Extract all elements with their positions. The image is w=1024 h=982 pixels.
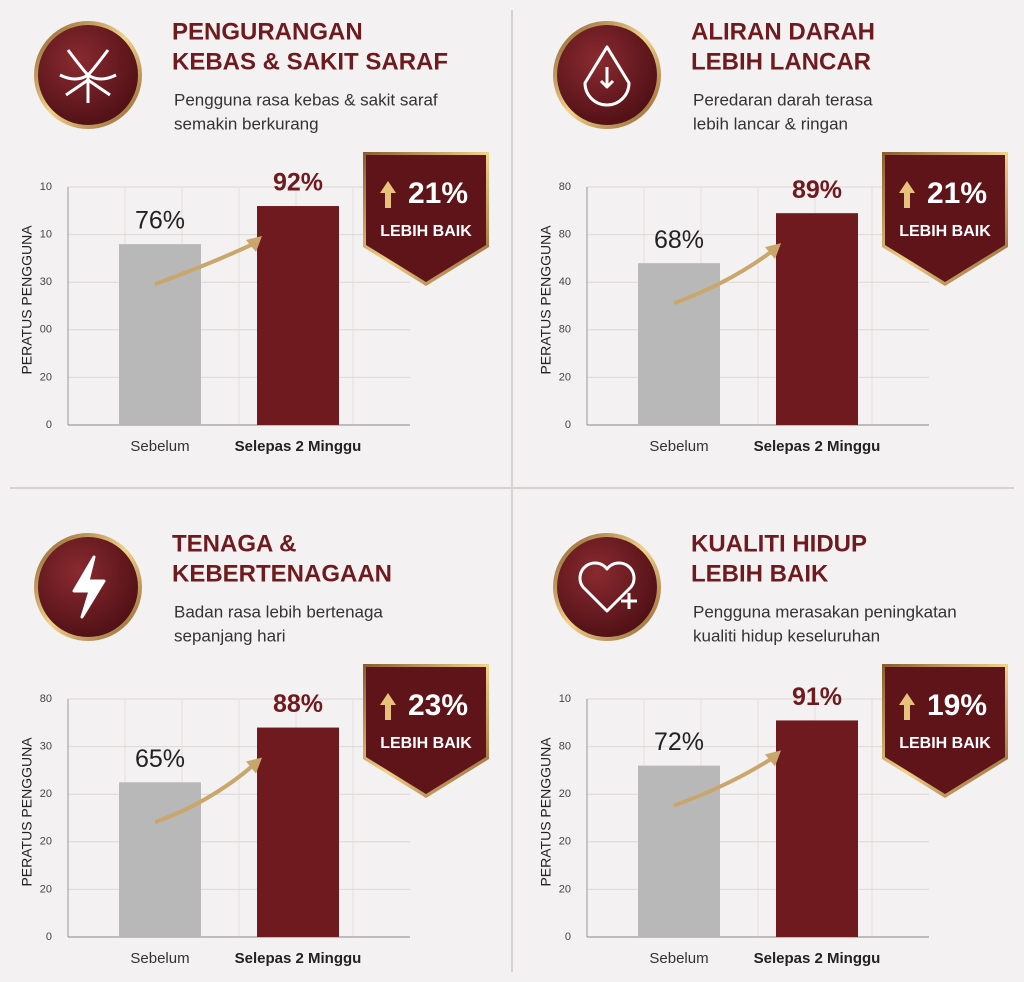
panel-title: TENAGA & <box>172 530 296 557</box>
panel-subtitle: semakin berkurang <box>174 114 319 133</box>
y-tick-label: 10 <box>40 229 52 241</box>
y-tick-label: 10 <box>40 181 52 193</box>
y-tick-label: 40 <box>559 276 571 288</box>
y-tick-label: 30 <box>40 276 52 288</box>
panel-subtitle: sepanjang hari <box>174 626 286 645</box>
trend-arrowhead <box>765 243 781 260</box>
icon-disc <box>557 537 657 637</box>
y-tick-label: 80 <box>559 181 571 193</box>
trend-arrow <box>673 756 774 808</box>
y-tick-label: 20 <box>559 371 571 383</box>
panel-title: KEBERTENAGAAN <box>172 560 392 587</box>
value-label: 91% <box>792 683 842 711</box>
y-axis-label: PERATUS PENGGUNA <box>19 225 35 375</box>
trend-arrowhead <box>246 236 262 253</box>
y-tick-label: 20 <box>40 836 52 848</box>
y-tick-label: 0 <box>565 931 571 943</box>
panel-subtitle: Peredaran darah terasa <box>693 90 873 109</box>
panel-title: ALIRAN DARAH <box>691 18 875 45</box>
y-axis-label: PERATUS PENGGUNA <box>19 737 35 887</box>
badge-value: 21% <box>408 177 468 210</box>
panel-subtitle: Badan rasa lebih bertenaga <box>174 602 383 621</box>
value-label: 65% <box>135 745 185 773</box>
panel-title: PENGURANGAN <box>172 18 363 45</box>
badge <box>885 155 1005 282</box>
badge-up-arrow <box>899 181 915 208</box>
badge-label: LEBIH BAIK <box>899 223 991 240</box>
badge-up-arrow <box>899 693 915 720</box>
bar <box>119 244 201 425</box>
badge-label: LEBIH BAIK <box>380 735 472 752</box>
y-tick-label: 0 <box>46 931 52 943</box>
bar <box>776 213 858 425</box>
bar <box>257 727 339 937</box>
bar <box>257 206 339 425</box>
icon <box>59 49 117 103</box>
bar <box>776 720 858 937</box>
value-label: 68% <box>654 226 704 254</box>
value-label: 92% <box>273 169 323 197</box>
y-tick-label: 10 <box>559 693 571 705</box>
panel-title: LEBIH LANCAR <box>691 48 871 75</box>
badge-label: LEBIH BAIK <box>380 223 472 240</box>
value-label: 89% <box>792 176 842 204</box>
y-tick-label: 20 <box>559 883 571 895</box>
badge <box>366 155 486 282</box>
icon <box>578 561 637 613</box>
trend-arrowhead <box>246 757 262 774</box>
badge-up-arrow <box>380 693 396 720</box>
x-tick-label: Sebelum <box>649 950 708 967</box>
x-tick-label: Sebelum <box>649 438 708 455</box>
y-tick-label: 00 <box>40 324 52 336</box>
x-tick-label: Sebelum <box>130 950 189 967</box>
icon <box>72 555 106 619</box>
value-label: 72% <box>654 728 704 756</box>
panel-subtitle: lebih lancar & ringan <box>693 114 848 133</box>
badge <box>885 667 1005 794</box>
trend-arrowhead <box>765 750 781 767</box>
y-tick-label: 20 <box>559 788 571 800</box>
icon <box>583 45 631 107</box>
x-tick-label: Selepas 2 Minggu <box>754 438 881 455</box>
panel-title: KUALITI HIDUP <box>691 530 867 557</box>
value-label: 76% <box>135 207 185 235</box>
y-tick-label: 20 <box>559 836 571 848</box>
trend-arrow <box>154 242 254 286</box>
badge-value: 19% <box>927 689 987 722</box>
badge-value: 23% <box>408 689 468 722</box>
y-axis-label: PERATUS PENGGUNA <box>538 737 554 887</box>
badge-label: LEBIH BAIK <box>899 735 991 752</box>
y-tick-label: 0 <box>565 419 571 431</box>
trend-arrow <box>154 764 255 825</box>
y-tick-label: 80 <box>559 741 571 753</box>
panel-subtitle: Pengguna merasakan peningkatan <box>693 602 957 621</box>
y-tick-label: 0 <box>46 419 52 431</box>
panel-subtitle: Pengguna rasa kebas & sakit saraf <box>174 90 438 109</box>
y-tick-label: 20 <box>40 371 52 383</box>
panel-subtitle: kualiti hidup keseluruhan <box>693 626 880 645</box>
badge <box>366 667 486 794</box>
y-tick-label: 20 <box>40 883 52 895</box>
y-tick-label: 80 <box>40 693 52 705</box>
bar <box>119 782 201 937</box>
x-tick-label: Selepas 2 Minggu <box>235 950 362 967</box>
x-tick-label: Selepas 2 Minggu <box>235 438 362 455</box>
badge-up-arrow <box>380 181 396 208</box>
trend-arrow <box>673 249 774 306</box>
panel-title: LEBIH BAIK <box>691 560 829 587</box>
badge-value: 21% <box>927 177 987 210</box>
x-tick-label: Selepas 2 Minggu <box>754 950 881 967</box>
y-tick-label: 30 <box>40 741 52 753</box>
y-tick-label: 80 <box>559 324 571 336</box>
panel-title: KEBAS & SAKIT SARAF <box>172 48 448 75</box>
y-axis-label: PERATUS PENGGUNA <box>538 225 554 375</box>
x-tick-label: Sebelum <box>130 438 189 455</box>
y-tick-label: 20 <box>40 788 52 800</box>
y-tick-label: 80 <box>559 229 571 241</box>
value-label: 88% <box>273 690 323 718</box>
